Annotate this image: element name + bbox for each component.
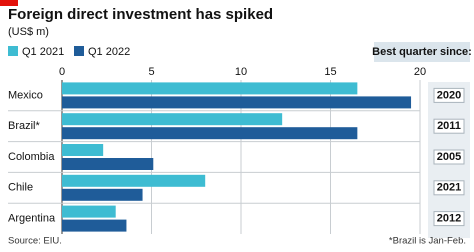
best-quarter-year: 2012 [437,213,461,225]
x-tick-label: 5 [148,66,154,78]
y-tick-label: Brazil* [8,120,41,132]
bar [62,113,283,126]
x-tick-label: 0 [59,66,65,78]
best-quarter-box [433,211,465,227]
best-quarter-box [433,87,465,103]
best-quarter-header: Best quarter since: [372,46,472,58]
best-quarter-box [433,149,465,165]
best-quarter-year: 2011 [437,120,461,132]
best-quarter-year: 2021 [437,182,461,194]
best-quarter-box [433,118,465,134]
source: Source: EIU. [8,236,62,247]
bar [62,82,358,95]
best-quarter-box [433,180,465,196]
legend-label: Q1 2021 [22,46,64,58]
y-tick-label: Argentina [8,213,56,225]
chart-title: Foreign direct investment has spiked [8,6,273,23]
bar [62,127,358,140]
y-tick-label: Chile [8,182,33,194]
x-tick-label: 10 [235,66,247,78]
x-tick-label: 15 [324,66,336,78]
bar [62,174,206,187]
note: *Brazil is Jan-Feb. [389,236,466,247]
best-quarter-year: 2020 [437,89,461,101]
brand-bar [0,0,18,6]
y-tick-label: Mexico [8,89,43,101]
legend-swatch [74,46,84,56]
bar [62,219,127,232]
chart-subtitle: (US$ m) [8,26,49,38]
bar [62,205,116,218]
bar [62,144,104,156]
y-tick-label: Colombia [8,151,55,163]
legend-swatch [8,46,18,56]
bar [62,188,143,201]
bar [62,158,154,170]
best-quarter-header-box [374,42,470,62]
x-tick-label: 20 [414,66,426,78]
legend-label: Q1 2022 [88,46,130,58]
bar [62,96,412,109]
best-quarter-year: 2005 [437,151,461,163]
